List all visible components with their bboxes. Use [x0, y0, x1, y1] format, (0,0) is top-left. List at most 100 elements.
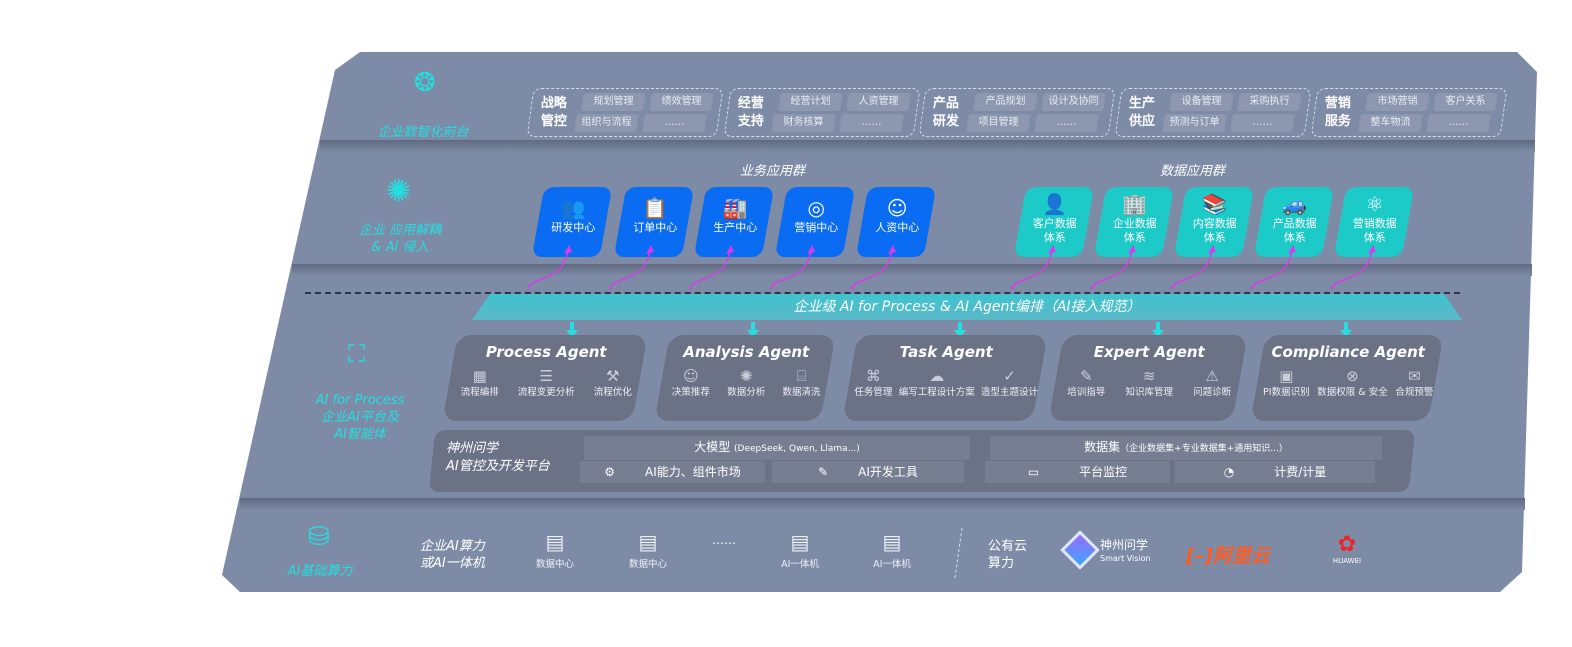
arrow-head	[1368, 245, 1376, 254]
arrow-head	[747, 330, 759, 338]
data-apps-title: 数据应用群	[1160, 164, 1226, 179]
connector-arrow	[1171, 249, 1213, 291]
agent-feature[interactable]: ☰ 流程变更分析	[518, 365, 575, 399]
feature-icon: ✎	[1080, 367, 1093, 385]
label-line: AI智能体	[334, 427, 386, 442]
server-label: 数据中心	[535, 559, 574, 570]
server-icon: ▤	[638, 530, 658, 554]
arrow-head	[807, 245, 815, 254]
label-line: 算力	[988, 556, 1015, 571]
feature-icon: ☰	[539, 367, 553, 385]
llm-note: (DeepSeek, Qwen, Llama...)	[734, 444, 860, 454]
gauge-icon: ◔	[1223, 465, 1235, 479]
platform-title: 神州问学 AI管控及开发平台	[446, 440, 550, 476]
layer-divider	[240, 498, 1525, 510]
connector-arrow	[1011, 249, 1053, 291]
orchestration-bar: 企业级 AI for Process & AI Agent编排（AI接入规范）	[472, 294, 1462, 320]
agent-feature[interactable]: ☁ 编写工程设计方案	[899, 365, 975, 399]
agent-feature[interactable]: ⌘ 任务管理	[854, 365, 892, 399]
layer-divider	[320, 140, 1535, 152]
market-bar[interactable]: ⚙ AI能力、组件市场	[580, 461, 765, 483]
arrow-head	[1048, 245, 1056, 254]
label-line: 或AI一体机	[420, 556, 485, 571]
agent-feature[interactable]: ⚠ 问题诊断	[1193, 365, 1231, 399]
arrow-head	[1128, 245, 1136, 254]
server: ▤ AI一体机	[872, 528, 912, 570]
agent-feature[interactable]: ☺ 决策推荐	[672, 365, 710, 399]
feature-icon: ⊗	[1346, 367, 1359, 385]
smartvision-logo: 神州问学 Smart Vision	[1100, 538, 1151, 566]
agent-feature[interactable]: ⌸ 数据清洗	[783, 365, 821, 399]
monitor-bar[interactable]: ▭ 平台监控	[985, 461, 1170, 483]
agent-card[interactable]: Compliance Agent ▣ PI数据识别 ⊗ 数据权限 & 安全 ✉ 合规预警	[1250, 335, 1444, 421]
arrow-head	[726, 245, 734, 254]
agent-feature[interactable]: ✎ 培训指导	[1067, 365, 1105, 399]
label-line: & AI 侵入	[371, 240, 429, 255]
agent-feature[interactable]: ✓ 造型主题设计	[981, 365, 1038, 399]
logo-text: HUAWEI	[1332, 557, 1362, 565]
feature-icon: ≋	[1142, 367, 1156, 385]
agent-card[interactable]: Process Agent ▦ 流程编排 ☰ 流程变更分析 ⚒ 流程优化	[442, 335, 648, 421]
face-scan-icon: ⛶	[348, 340, 365, 368]
feature-icon: ☺	[683, 367, 699, 385]
feature-label: 知识库管理	[1125, 387, 1173, 398]
database-icon: ⛁	[308, 522, 330, 552]
billing-label: 计费/计量	[1274, 465, 1327, 479]
arrow-head	[888, 245, 896, 254]
connector-arrow	[851, 249, 893, 291]
arrow-head	[1340, 330, 1352, 338]
agent-card[interactable]: Expert Agent ✎ 培训指导 ≋ 知识库管理 ⚠ 问题诊断	[1048, 335, 1248, 421]
feature-icon: ✓	[1003, 367, 1016, 385]
llm-bar[interactable]: 大模型 (DeepSeek, Qwen, Llama...)	[584, 436, 970, 460]
agent-name: Process Agent	[485, 343, 607, 361]
feature-icon: ⌘	[865, 367, 881, 385]
agent-name: Task Agent	[899, 343, 993, 361]
arrow-head	[564, 245, 572, 254]
devtools-bar[interactable]: ✎ AI开发工具	[772, 461, 964, 483]
logo-text: 神州问学	[1100, 538, 1149, 552]
agent-feature[interactable]: ≋ 知识库管理	[1125, 365, 1173, 399]
connector-arrow	[1331, 249, 1373, 291]
connector-arrow	[527, 249, 569, 291]
feature-label: 造型主题设计	[981, 387, 1039, 398]
feature-label: PI数据识别	[1263, 387, 1310, 398]
feature-label: 流程变更分析	[517, 387, 575, 398]
billing-bar[interactable]: ◔ 计费/计量	[1175, 461, 1375, 483]
molecule-icon: ✺	[386, 174, 412, 209]
label-line: 企业AI算力	[420, 539, 485, 554]
agent-feature[interactable]: ✺ 数据分析	[727, 365, 765, 399]
agent-feature[interactable]: ⊗ 数据权限 & 安全	[1317, 365, 1387, 399]
feature-label: 编写工程设计方案	[898, 387, 975, 398]
arrow-head	[566, 330, 578, 338]
agent-card[interactable]: Analysis Agent ☺ 决策推荐 ✺ 数据分析 ⌸ 数据清洗	[654, 335, 836, 421]
agent-feature[interactable]: ▦ 流程编排	[461, 365, 499, 399]
agent-name: Compliance Agent	[1271, 343, 1425, 361]
layer-label-compute: AI基础算力	[287, 564, 353, 579]
server-icon: ▤	[545, 530, 565, 554]
dataset-note: （企业数据集+专业数据集+通用知识...）	[1120, 444, 1288, 454]
agent-feature[interactable]: ✉ 合规预警	[1395, 365, 1433, 399]
server: ▤ 数据中心	[628, 528, 668, 570]
arrow-head	[954, 330, 966, 338]
feature-label: 流程编排	[460, 387, 499, 398]
layer-label-front: 企业数智化前台	[377, 125, 469, 140]
connector-arrow	[609, 249, 651, 291]
arrow-head	[646, 245, 654, 254]
feature-label: 培训指导	[1067, 387, 1106, 398]
platform-title-line: 神州问学	[446, 441, 499, 456]
aliyun-bracket-icon: [–]	[1186, 545, 1213, 567]
server: ▤ AI一体机	[780, 528, 820, 570]
server-icon: ▤	[790, 530, 810, 554]
monitor-label: 平台监控	[1079, 465, 1128, 479]
agent-feature[interactable]: ⚒ 流程优化	[594, 365, 632, 399]
agent-card[interactable]: Task Agent ⌘ 任务管理 ☁ 编写工程设计方案 ✓ 造型主题设计	[842, 335, 1048, 421]
dataset-bar[interactable]: 数据集（企业数据集+专业数据集+通用知识...）	[990, 436, 1382, 460]
agent-feature[interactable]: ▣ PI数据识别	[1263, 365, 1310, 399]
market-label: AI能力、组件市场	[645, 465, 741, 479]
feature-icon: ⚒	[605, 367, 620, 385]
connector-arrow	[1251, 249, 1293, 291]
server-label: AI一体机	[781, 559, 819, 570]
feature-label: 决策推荐	[671, 387, 710, 398]
devtools-icon: ✎	[818, 465, 829, 479]
huawei-logo: ✿ HUAWEI	[1327, 534, 1367, 566]
